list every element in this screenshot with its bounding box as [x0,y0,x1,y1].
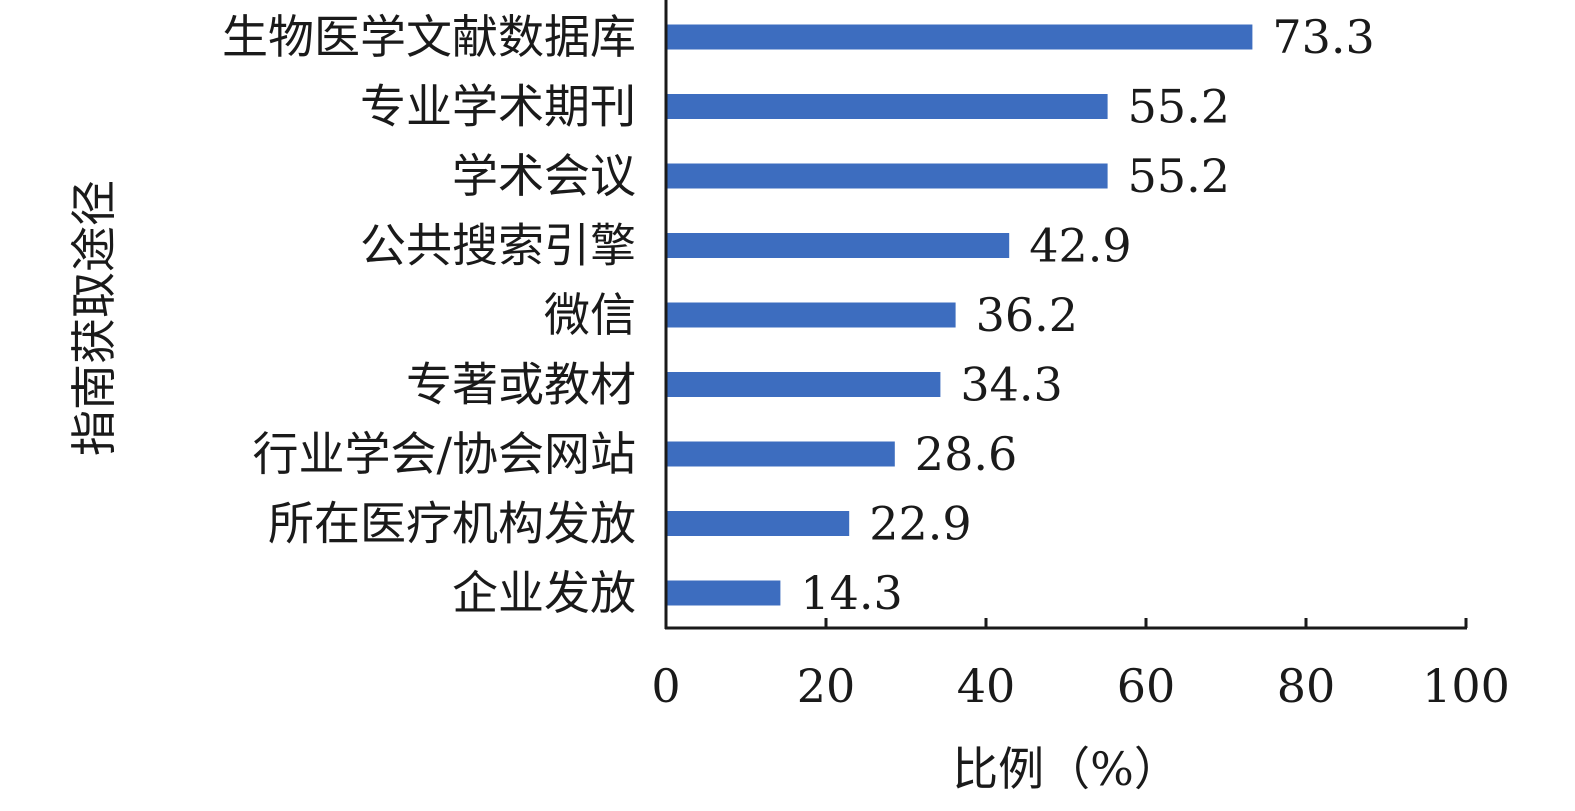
bar-0 [666,24,1253,50]
category-label-1: 专业学术期刊 [360,80,636,134]
bars-layer [666,24,1253,606]
x-tick-label-0: 0 [651,659,680,713]
bar-3 [666,233,1010,258]
value-label-5: 34.3 [960,358,1062,412]
category-label-8: 企业发放 [452,566,636,620]
x-tick-label-3: 60 [1117,659,1176,713]
x-tick-label-5: 100 [1422,659,1510,713]
y-axis-title: 指南获取途径 [67,180,121,456]
category-label-4: 微信 [544,288,636,342]
value-label-3: 42.9 [1029,219,1131,273]
value-labels: 73.3 55.2 55.2 42.9 36.2 34.3 28.6 22.9 14.3 [800,10,1374,620]
x-axis-title: 比例（%） [952,742,1180,796]
category-label-0: 生物医学文献数据库 [222,10,636,64]
value-label-8: 14.3 [800,566,902,620]
category-label-3: 公共搜索引擎 [360,219,636,273]
value-label-1: 55.2 [1128,80,1230,134]
category-labels: 生物医学文献数据库专业学术期刊学术会议公共搜索引擎微信专著或教材行业学会/协会网… [222,10,636,620]
value-label-0: 73.3 [1272,10,1374,64]
category-label-2: 学术会议 [452,149,636,203]
bar-2 [666,163,1108,189]
bar-5 [666,372,941,397]
category-label-5: 专著或教材 [406,358,636,412]
bar-8 [666,580,781,606]
value-label-7: 22.9 [869,497,971,551]
bar-7 [666,511,850,536]
x-axis-ticks: 0 20 40 60 80 100 [651,618,1510,713]
value-label-6: 28.6 [915,427,1017,481]
category-label-7: 所在医疗机构发放 [268,497,636,551]
bar-4 [666,302,956,328]
x-tick-label-2: 40 [957,659,1016,713]
value-label-4: 36.2 [976,288,1078,342]
x-tick-label-4: 80 [1277,659,1336,713]
bar-1 [666,94,1108,119]
category-label-6: 行业学会/协会网站 [253,427,637,481]
value-label-2: 55.2 [1128,149,1230,203]
bar-6 [666,441,895,467]
x-tick-label-1: 20 [797,659,856,713]
